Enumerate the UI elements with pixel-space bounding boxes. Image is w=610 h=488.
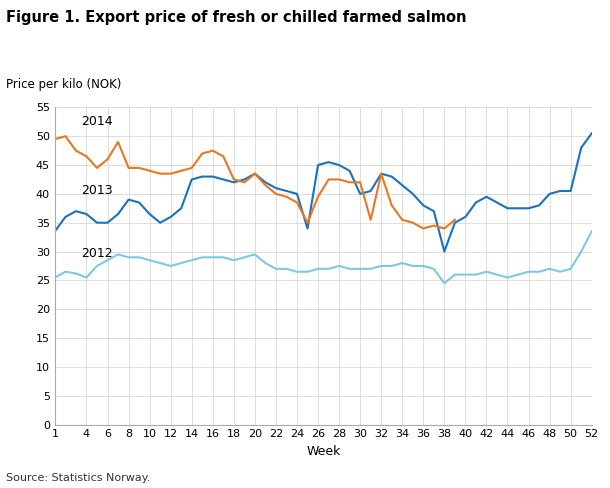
Text: 2013: 2013 [81, 184, 113, 197]
Text: 2014: 2014 [81, 115, 113, 127]
Text: Price per kilo (NOK): Price per kilo (NOK) [6, 78, 121, 91]
Text: 2012: 2012 [81, 247, 113, 260]
X-axis label: Week: Week [306, 445, 340, 458]
Text: Figure 1. Export price of fresh or chilled farmed salmon: Figure 1. Export price of fresh or chill… [6, 10, 467, 25]
Text: Source: Statistics Norway.: Source: Statistics Norway. [6, 473, 151, 483]
